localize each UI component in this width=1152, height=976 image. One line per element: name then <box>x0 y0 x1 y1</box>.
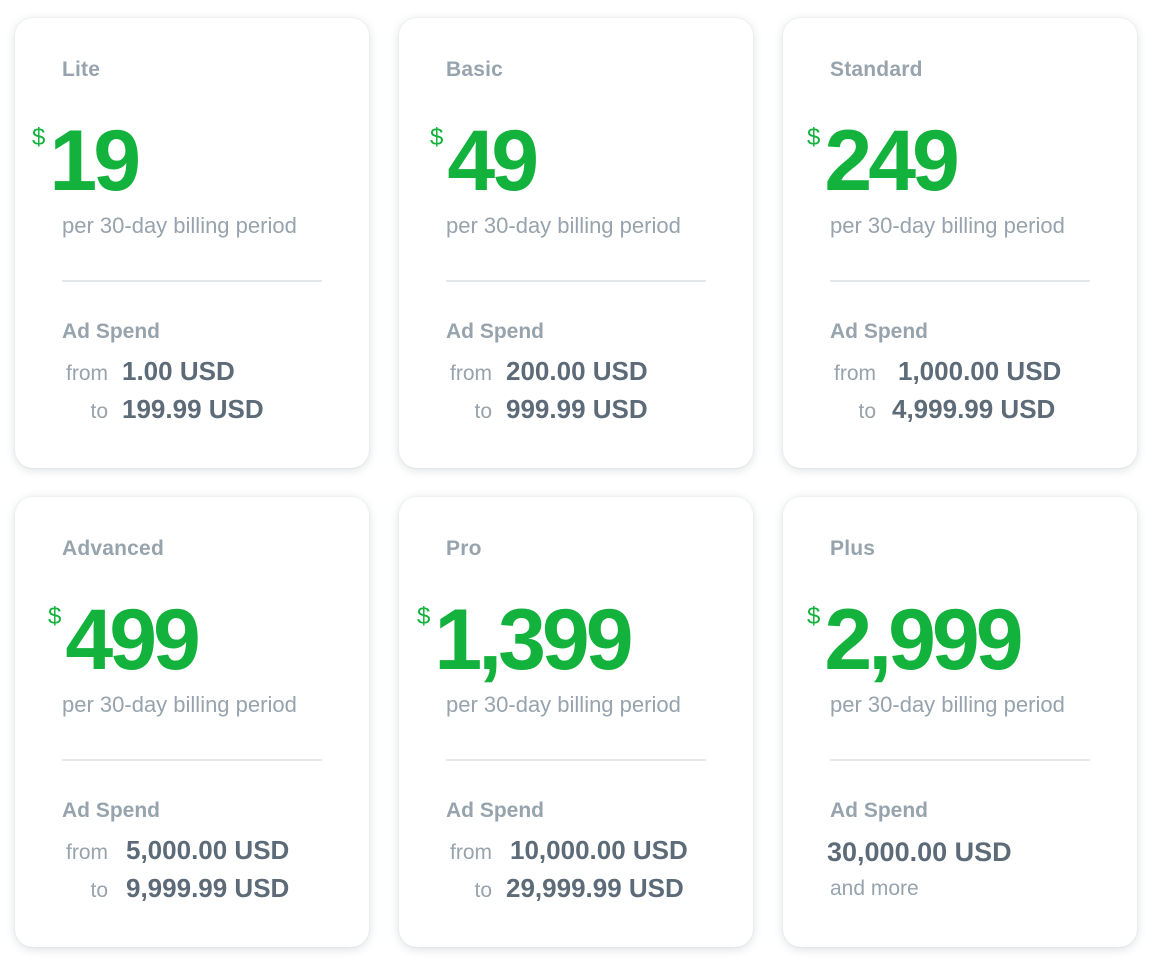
plan-card-plus[interactable]: Plus $ 2,999 per 30-day billing period A… <box>783 497 1137 947</box>
plan-price: $ 1,399 <box>417 592 634 688</box>
plan-name: Lite <box>62 58 101 81</box>
from-value: 200.00 USD <box>506 356 648 386</box>
ad-spend-to: to 199.99 USD <box>62 394 264 425</box>
divider <box>830 280 1090 282</box>
plan-card-standard[interactable]: Standard $ 249 per 30-day billing period… <box>783 18 1137 468</box>
ad-spend-label: Ad Spend <box>446 320 544 343</box>
plan-price: $ 49 <box>430 113 539 209</box>
price-amount: 19 <box>49 113 141 209</box>
plan-name: Standard <box>830 58 923 81</box>
ad-spend-to: to 999.99 USD <box>446 394 648 425</box>
from-label: from <box>66 362 108 385</box>
from-label: from <box>834 362 876 385</box>
ad-spend-from: from 10,000.00 USD <box>446 835 688 866</box>
divider <box>62 759 322 761</box>
from-value: 5,000.00 USD <box>126 835 290 865</box>
ad-spend-from: from 200.00 USD <box>446 356 648 387</box>
plan-price: $ 19 <box>32 113 141 209</box>
from-label: from <box>450 841 492 864</box>
ad-spend-label: Ad Spend <box>830 799 928 822</box>
ad-spend-suffix: and more <box>830 877 919 900</box>
price-amount: 1,399 <box>434 592 633 688</box>
ad-spend-label: Ad Spend <box>830 320 928 343</box>
from-label: from <box>66 841 108 864</box>
price-amount: 249 <box>824 113 959 209</box>
ad-spend-label: Ad Spend <box>62 799 160 822</box>
plan-name: Plus <box>830 537 876 560</box>
to-label: to <box>474 400 492 423</box>
ad-spend-from: from 1,000.00 USD <box>830 356 1061 387</box>
to-value: 29,999.99 USD <box>506 873 684 903</box>
billing-period: per 30-day billing period <box>446 692 681 717</box>
divider <box>62 280 322 282</box>
from-value: 10,000.00 USD <box>510 835 688 865</box>
ad-spend-from: from 1.00 USD <box>62 356 235 387</box>
to-value: 9,999.99 USD <box>126 873 290 903</box>
plan-card-advanced[interactable]: Advanced $ 499 per 30-day billing period… <box>15 497 369 947</box>
plan-name: Advanced <box>62 537 164 560</box>
currency-symbol: $ <box>32 124 46 151</box>
price-amount: 49 <box>447 113 539 209</box>
to-value: 199.99 USD <box>122 394 264 424</box>
currency-symbol: $ <box>48 603 62 630</box>
to-label: to <box>90 400 108 423</box>
ad-spend-value: 30,000.00 USD <box>827 837 1012 867</box>
ad-spend-label: Ad Spend <box>446 799 544 822</box>
plan-card-lite[interactable]: Lite $ 19 per 30-day billing period Ad S… <box>15 18 369 468</box>
price-amount: 499 <box>65 592 200 688</box>
plan-card-pro[interactable]: Pro $ 1,399 per 30-day billing period Ad… <box>399 497 753 947</box>
price-amount: 2,999 <box>824 592 1023 688</box>
ad-spend-from: from 5,000.00 USD <box>62 835 289 866</box>
ad-spend-to: to 4,999.99 USD <box>830 394 1055 425</box>
plan-price: $ 249 <box>807 113 960 209</box>
plan-name: Pro <box>446 537 482 560</box>
currency-symbol: $ <box>807 603 821 630</box>
divider <box>446 280 706 282</box>
ad-spend-to: to 9,999.99 USD <box>62 873 289 904</box>
plan-price: $ 2,999 <box>807 592 1024 688</box>
plan-price: $ 499 <box>48 592 201 688</box>
billing-period: per 30-day billing period <box>62 213 297 238</box>
plan-card-basic[interactable]: Basic $ 49 per 30-day billing period Ad … <box>399 18 753 468</box>
currency-symbol: $ <box>417 603 431 630</box>
plan-name: Basic <box>446 58 504 81</box>
divider <box>446 759 706 761</box>
currency-symbol: $ <box>430 124 444 151</box>
to-label: to <box>474 879 492 902</box>
ad-spend-to: to 29,999.99 USD <box>446 873 684 904</box>
divider <box>830 759 1090 761</box>
ad-spend-label: Ad Spend <box>62 320 160 343</box>
billing-period: per 30-day billing period <box>446 213 681 238</box>
from-value: 1.00 USD <box>122 356 235 386</box>
to-label: to <box>858 400 876 423</box>
billing-period: per 30-day billing period <box>830 692 1065 717</box>
billing-period: per 30-day billing period <box>62 692 297 717</box>
billing-period: per 30-day billing period <box>830 213 1065 238</box>
to-value: 999.99 USD <box>506 394 648 424</box>
to-value: 4,999.99 USD <box>892 394 1056 424</box>
currency-symbol: $ <box>807 124 821 151</box>
to-label: to <box>90 879 108 902</box>
from-value: 1,000.00 USD <box>898 356 1062 386</box>
from-label: from <box>450 362 492 385</box>
